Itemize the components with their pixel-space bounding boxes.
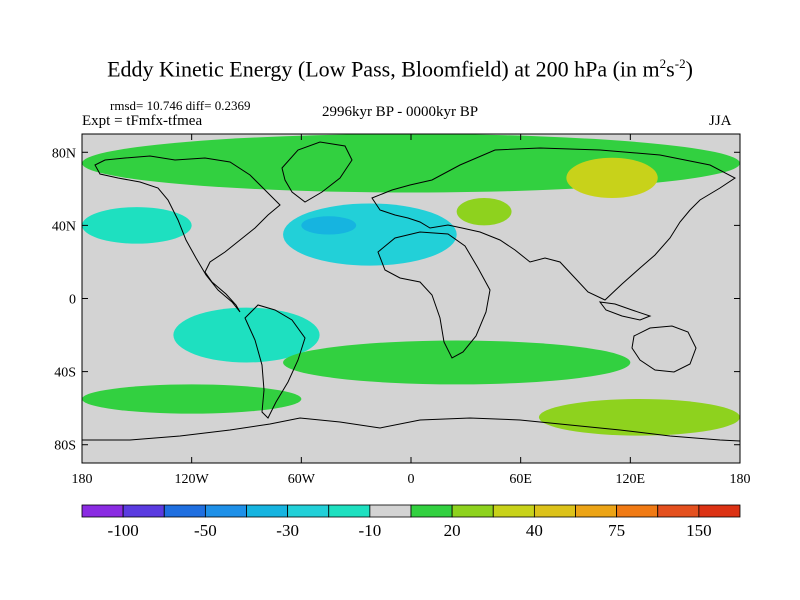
x-tick-label-2: 60W xyxy=(288,472,316,487)
colorbar-label-5: 40 xyxy=(526,521,543,540)
x-tick-label-6: 180 xyxy=(730,472,751,487)
experiment-text: Expt = tFmfx-tfmea xyxy=(82,113,203,129)
coastlines xyxy=(82,141,740,442)
period-text: 2996kyr BP - 0000kyr BP xyxy=(321,104,479,120)
colorbar-label-6: 75 xyxy=(608,521,625,540)
chart-title: Eddy Kinetic Energy (Low Pass, Bloomfiel… xyxy=(107,56,693,82)
coastline-antarctica xyxy=(82,417,740,442)
colorbar-box-8 xyxy=(410,504,453,518)
colorbar-box-3 xyxy=(204,504,247,518)
colorbar-label-2: -30 xyxy=(276,521,299,540)
colorbar-label-0: -100 xyxy=(108,521,139,540)
y-tick-label-0: 80N xyxy=(52,146,76,161)
coastline-eurasia xyxy=(371,147,736,301)
colorbar-box-0 xyxy=(81,504,124,518)
stats-text: rmsd= 10.746 diff= 0.2369 xyxy=(110,98,251,113)
colorbar-box-5 xyxy=(287,504,330,518)
colorbar: -100 -50 -30 -10 20 40 75 150 xyxy=(81,504,741,540)
x-tick-label-3: 0 xyxy=(408,472,415,487)
y-tick-label-4: 80S xyxy=(54,439,76,454)
colorbar-box-9 xyxy=(451,504,494,518)
anomaly-region-1 xyxy=(566,157,658,198)
colorbar-label-1: -50 xyxy=(194,521,217,540)
coastline-australia xyxy=(631,325,697,373)
x-tick-label-1: 120W xyxy=(175,472,210,487)
coastline-south-america xyxy=(244,304,306,419)
anomaly-region-7 xyxy=(283,340,631,385)
colorbar-box-7 xyxy=(369,504,412,518)
x-tick-label-5: 120E xyxy=(616,472,646,487)
y-tick-label-2: 0 xyxy=(69,293,76,308)
season-text: JJA xyxy=(709,113,732,129)
anomaly-region-8 xyxy=(82,384,302,414)
colorbar-label-7: 150 xyxy=(686,521,712,540)
coastline-africa xyxy=(377,231,491,359)
anomaly-region-5 xyxy=(301,216,357,235)
map-area xyxy=(81,133,741,464)
coastline-north-america xyxy=(94,155,281,313)
x-tick-label-4: 60E xyxy=(509,472,532,487)
x-tick-label-0: 180 xyxy=(72,472,93,487)
anomaly-region-9 xyxy=(538,399,740,436)
colorbar-box-12 xyxy=(575,504,618,518)
colorbar-box-15 xyxy=(698,504,741,518)
x-axis: 180 120W 60W 0 60E 120E 180 xyxy=(72,134,751,487)
colorbar-box-1 xyxy=(122,504,165,518)
colorbar-box-13 xyxy=(616,504,659,518)
anomaly-region-4 xyxy=(283,203,457,266)
colorbar-box-10 xyxy=(492,504,535,518)
colorbar-label-4: 20 xyxy=(444,521,461,540)
colorbar-label-3: -10 xyxy=(359,521,382,540)
anomaly-region-6 xyxy=(173,307,320,363)
colorbar-box-4 xyxy=(246,504,289,518)
colorbar-box-11 xyxy=(533,504,576,518)
colorbar-box-6 xyxy=(328,504,371,518)
y-tick-label-1: 40N xyxy=(52,219,76,234)
coastline-maritime-continent xyxy=(598,301,652,321)
colorbar-box-14 xyxy=(657,504,700,518)
coastline-greenland xyxy=(281,141,353,203)
colorbar-box-2 xyxy=(163,504,206,518)
anomaly-region-2 xyxy=(456,197,512,226)
anomaly-region-3 xyxy=(82,207,192,244)
y-axis: 80N 40N 0 40S 80S xyxy=(52,146,740,454)
y-tick-label-3: 40S xyxy=(54,366,76,381)
